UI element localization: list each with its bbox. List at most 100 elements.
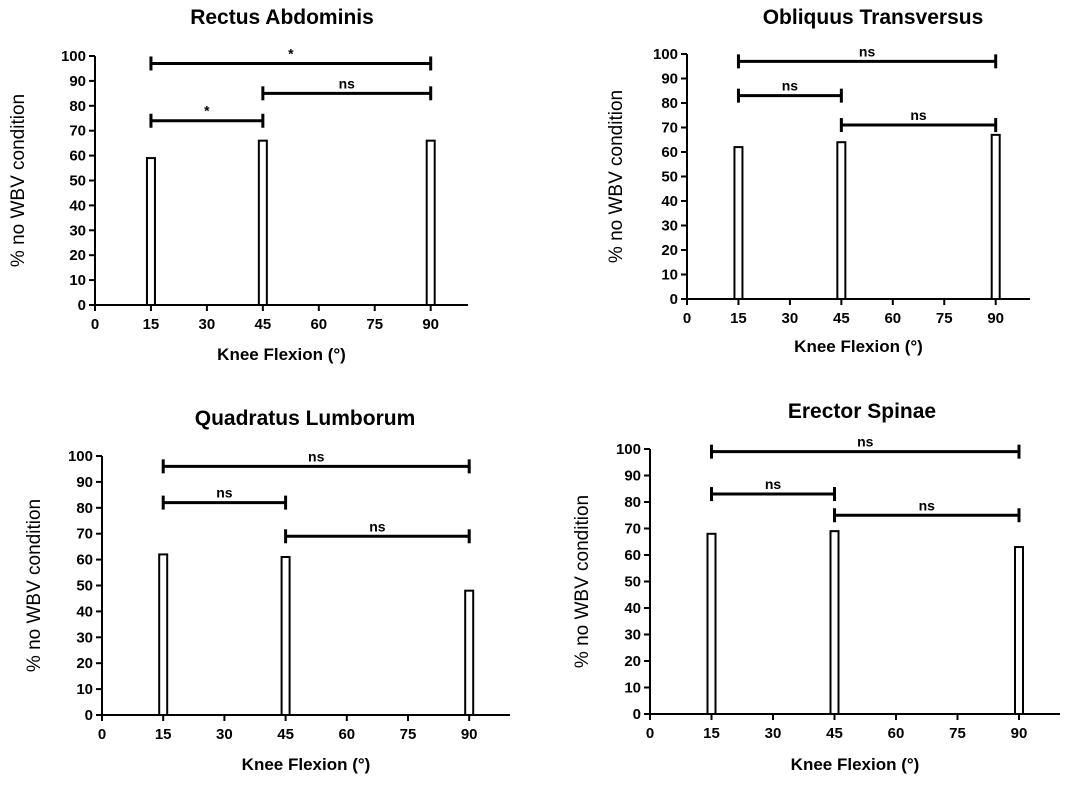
x-tick-label: 0 — [646, 725, 654, 742]
y-tick-label: 0 — [670, 291, 678, 308]
x-tick-label: 15 — [730, 310, 747, 327]
y-tick-label: 0 — [85, 707, 93, 724]
y-axis-label: % no WBV condition — [572, 495, 593, 668]
x-tick-label: 90 — [1011, 725, 1028, 742]
y-tick-label: 100 — [616, 441, 641, 458]
y-tick-label: 50 — [661, 169, 678, 186]
bar — [280, 556, 291, 716]
x-tick-label: 30 — [782, 310, 799, 327]
bar — [145, 157, 156, 306]
x-tick-label: 75 — [400, 726, 417, 743]
bar — [990, 133, 1001, 300]
x-tick-label: 45 — [833, 310, 850, 327]
significance-label: ns — [765, 476, 782, 492]
significance-label: ns — [857, 434, 874, 450]
significance-label: ns — [369, 518, 386, 534]
y-tick-label: 60 — [69, 148, 86, 165]
y-tick-label: 20 — [69, 247, 86, 264]
bar — [257, 139, 268, 306]
x-tick-label: 90 — [987, 310, 1004, 327]
bar — [425, 139, 436, 306]
chart-obliquus-transversus: Obliquus Transversus 0 10 20 30 40 50 60 70 80 90 1… — [540, 0, 1070, 390]
y-tick-label: 70 — [69, 123, 86, 140]
chart-svg: Quadratus Lumborum 0 10 20 30 40 50 60 70 80 90 100… — [24, 407, 510, 774]
y-tick-label: 30 — [624, 627, 641, 644]
bar — [836, 141, 847, 300]
x-tick-label: 60 — [888, 725, 905, 742]
x-tick-label: 0 — [683, 310, 691, 327]
x-tick-label: 45 — [255, 316, 272, 333]
x-tick-label: 0 — [98, 726, 106, 743]
y-tick-label: 80 — [661, 95, 678, 112]
y-tick-label: 0 — [78, 297, 86, 314]
x-tick-label: 60 — [310, 316, 327, 333]
x-tick-label: 15 — [703, 725, 720, 742]
x-tick-label: 30 — [765, 725, 782, 742]
x-tick-label: 75 — [366, 316, 383, 333]
chart-title: Obliquus Transversus — [763, 6, 984, 29]
y-tick-label: 10 — [69, 272, 86, 289]
significance-label: ns — [919, 497, 936, 513]
y-tick-label: 80 — [69, 98, 86, 115]
y-tick-label: 90 — [624, 468, 641, 485]
x-tick-label: 30 — [216, 726, 233, 743]
y-tick-label: 90 — [76, 474, 93, 491]
x-tick-label: 0 — [91, 316, 99, 333]
y-tick-label: 50 — [69, 173, 86, 190]
y-tick-label: 20 — [624, 653, 641, 670]
x-axis-label: Knee Flexion (°) — [242, 755, 371, 774]
chart-title: Quadratus Lumborum — [195, 407, 416, 430]
y-tick-label: 80 — [624, 494, 641, 511]
x-tick-label: 90 — [422, 316, 439, 333]
y-tick-label: 90 — [69, 73, 86, 90]
y-tick-label: 20 — [661, 242, 678, 259]
significance-label: ns — [782, 78, 799, 94]
x-axis-label: Knee Flexion (°) — [791, 755, 920, 774]
y-tick-label: 60 — [624, 547, 641, 564]
y-tick-label: 10 — [661, 267, 678, 284]
significance-label: ns — [339, 75, 356, 91]
x-tick-label: 45 — [826, 725, 843, 742]
y-tick-label: 40 — [76, 603, 93, 620]
significance-label: ns — [859, 43, 876, 59]
bar — [1014, 546, 1024, 715]
y-tick-label: 100 — [61, 48, 86, 65]
x-tick-label: 75 — [936, 310, 953, 327]
significance-label: * — [288, 45, 294, 61]
y-tick-label: 30 — [76, 629, 93, 646]
x-tick-label: 30 — [199, 316, 216, 333]
y-tick-label: 20 — [76, 655, 93, 672]
bar — [706, 532, 717, 715]
chart-svg: Erector Spinae 0 10 20 30 40 50 60 70 80 90 100 0 15 3… — [572, 400, 1060, 774]
y-tick-label: 50 — [624, 574, 641, 591]
y-tick-label: 60 — [661, 144, 678, 161]
chart-svg: Rectus Abdominis 0 10 20 30 40 50 60 70 80 90 100 0 1… — [8, 6, 468, 364]
bar — [829, 530, 840, 715]
y-tick-label: 100 — [68, 448, 93, 465]
x-axis-label: Knee Flexion (°) — [217, 345, 346, 364]
x-tick-label: 90 — [461, 726, 478, 743]
y-tick-label: 40 — [69, 197, 86, 214]
x-tick-label: 60 — [884, 310, 901, 327]
significance-label: ns — [216, 485, 233, 501]
chart-quadratus-lumborum: Quadratus Lumborum 0 10 20 30 40 50 60 70 80 90 100… — [0, 390, 540, 780]
y-tick-label: 70 — [624, 521, 641, 538]
bar — [733, 146, 744, 300]
chart-rectus-abdominis: Rectus Abdominis 0 10 20 30 40 50 60 70 80 90 100 0 1… — [0, 0, 540, 390]
y-tick-label: 80 — [76, 500, 93, 517]
x-tick-label: 15 — [143, 316, 160, 333]
x-tick-label: 15 — [155, 726, 172, 743]
x-axis-label: Knee Flexion (°) — [794, 337, 923, 356]
chart-svg: Obliquus Transversus 0 10 20 30 40 50 60 70 80 90 1… — [606, 6, 1030, 356]
y-tick-label: 30 — [661, 218, 678, 235]
y-tick-label: 10 — [624, 680, 641, 697]
y-tick-label: 10 — [76, 681, 93, 698]
bar — [464, 589, 475, 716]
x-tick-label: 60 — [338, 726, 355, 743]
x-tick-label: 45 — [277, 726, 294, 743]
y-axis-label: % no WBV condition — [606, 90, 627, 263]
y-tick-label: 30 — [69, 222, 86, 239]
chart-title: Rectus Abdominis — [190, 6, 374, 29]
y-tick-label: 70 — [76, 526, 93, 543]
significance-label: ns — [308, 448, 325, 464]
